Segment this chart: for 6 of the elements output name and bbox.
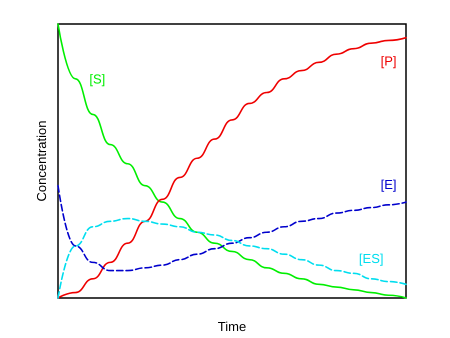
series-label: [P]	[380, 53, 397, 68]
series-label: [S]	[89, 71, 106, 86]
series-label: [E]	[380, 176, 397, 192]
x-axis-title: Time	[218, 319, 246, 334]
y-axis-title: Concentration	[34, 120, 49, 202]
series-label: [ES]	[358, 250, 384, 266]
